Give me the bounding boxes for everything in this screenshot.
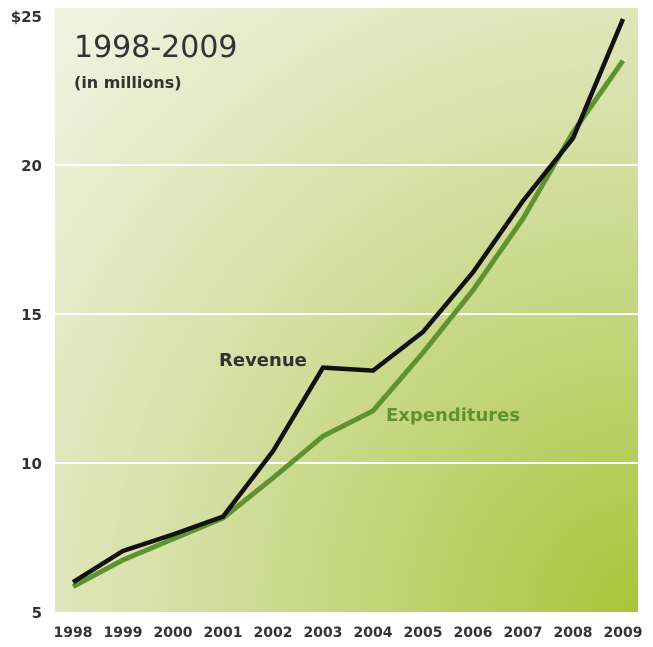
series-line-revenue bbox=[71, 18, 626, 585]
x-tick-label: 2003 bbox=[304, 625, 343, 641]
x-tick-label: 2005 bbox=[404, 625, 443, 641]
series-label-revenue: Revenue bbox=[219, 350, 307, 371]
y-tick-label: 5 bbox=[32, 604, 42, 622]
grid-lines bbox=[55, 164, 638, 464]
x-tick-label: 2004 bbox=[354, 625, 393, 641]
plot-background bbox=[55, 8, 638, 612]
series-label-expenditures: Expenditures bbox=[386, 405, 520, 426]
x-tick-label: 2007 bbox=[504, 625, 543, 641]
chart-subtitle: (in millions) bbox=[74, 73, 182, 92]
x-tick-label: 2009 bbox=[604, 625, 643, 641]
series-line-expenditures bbox=[71, 59, 626, 589]
x-tick-label: 2000 bbox=[154, 625, 193, 641]
series-lines bbox=[71, 18, 626, 589]
x-tick-labels: 1998 1999 2000 2001 2002 2003 2004 2005 2006 2007… bbox=[54, 625, 643, 641]
y-tick-label: 15 bbox=[21, 306, 42, 324]
x-tick-label: 2002 bbox=[254, 625, 293, 641]
chart-title: 1998-2009 bbox=[74, 30, 238, 65]
x-tick-label: 1998 bbox=[54, 625, 93, 641]
x-tick-label: 1999 bbox=[104, 625, 143, 641]
y-tick-label: $25 bbox=[11, 8, 42, 26]
y-tick-labels: $25 20 15 10 5 bbox=[11, 8, 42, 622]
y-tick-label: 10 bbox=[21, 455, 42, 473]
x-tick-label: 2006 bbox=[454, 625, 493, 641]
x-tick-label: 2001 bbox=[204, 625, 243, 641]
y-tick-label: 20 bbox=[21, 157, 42, 175]
x-tick-label: 2008 bbox=[554, 625, 593, 641]
